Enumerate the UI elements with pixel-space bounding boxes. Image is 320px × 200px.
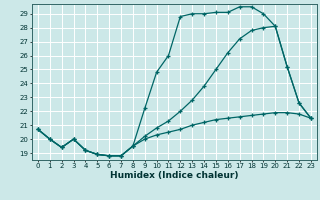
X-axis label: Humidex (Indice chaleur): Humidex (Indice chaleur) [110,171,239,180]
